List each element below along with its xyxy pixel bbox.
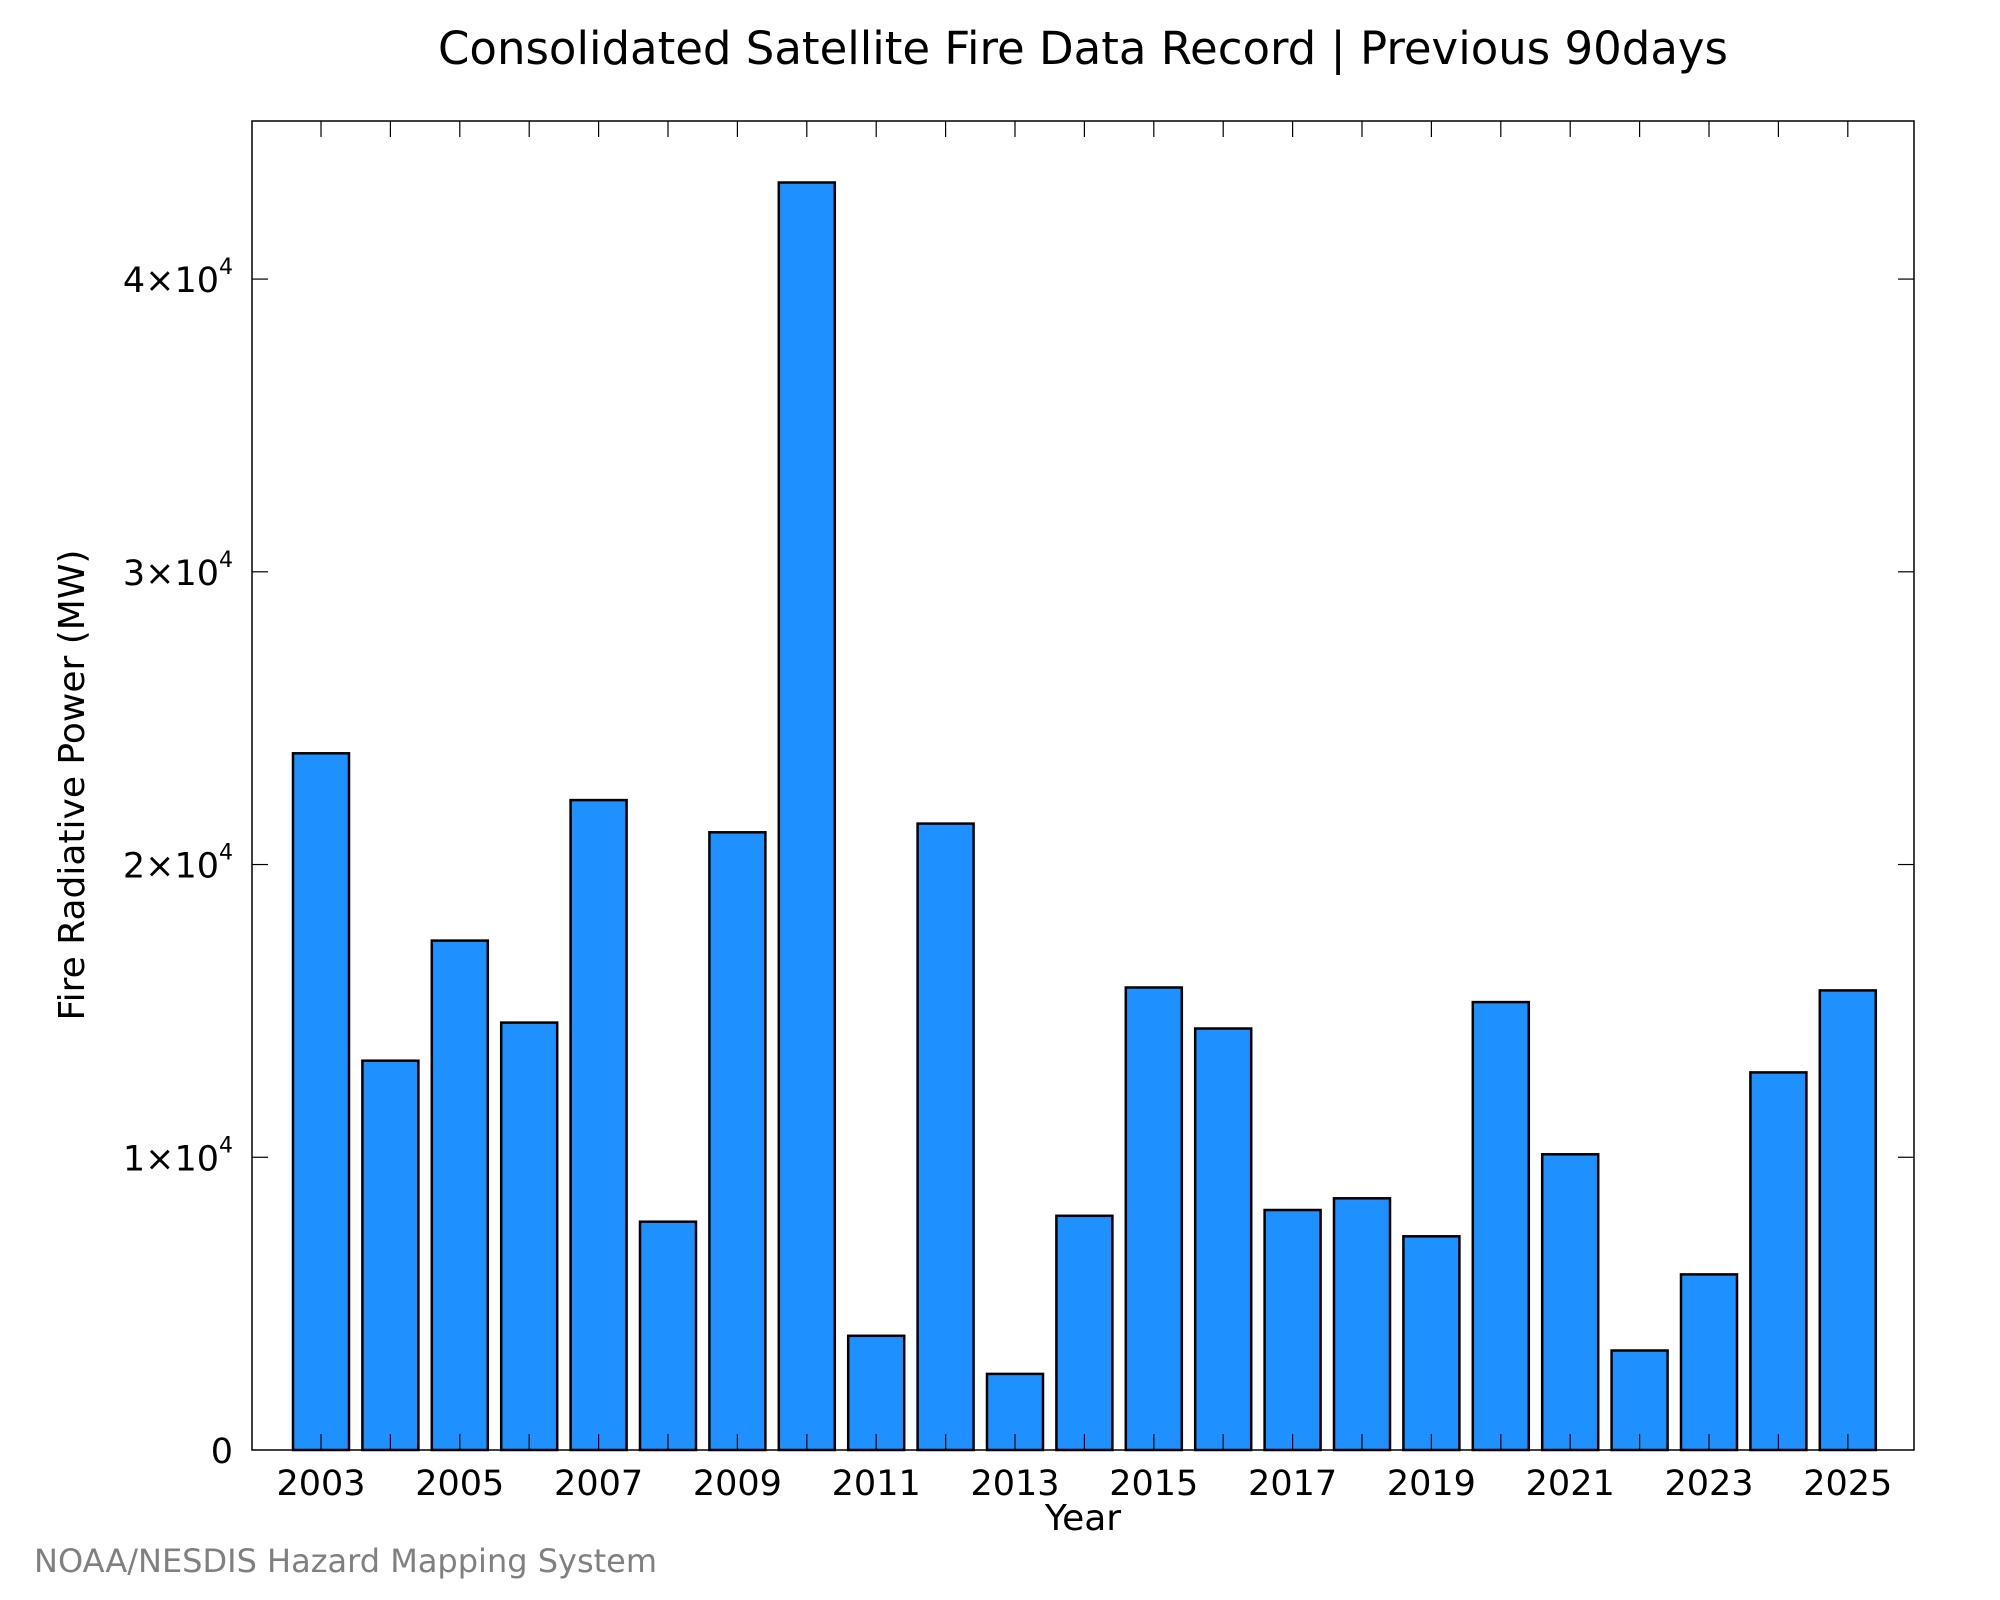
bar-2014 <box>1055 1214 1114 1452</box>
bar-2006 <box>499 1021 559 1452</box>
bar-2005 <box>430 939 490 1452</box>
bar-2021 <box>1540 1153 1600 1452</box>
bar-2015 <box>1124 986 1184 1452</box>
chart-title: Consolidated Satellite Fire Data Record … <box>438 22 1728 75</box>
bar-2003 <box>291 752 351 1452</box>
y-tick-label: 4×104 <box>123 255 233 301</box>
x-tick-label: 2013 <box>970 1464 1059 1504</box>
x-tick-label: 2003 <box>276 1464 365 1504</box>
bar-2012 <box>916 822 975 1452</box>
x-tick-label: 2021 <box>1526 1464 1615 1504</box>
y-tick-label: 2×104 <box>123 841 233 887</box>
bar-2008 <box>638 1220 698 1452</box>
credit-text: NOAA/NESDIS Hazard Mapping System <box>34 1542 657 1580</box>
bar-2018 <box>1332 1197 1392 1452</box>
bar-2011 <box>846 1334 906 1452</box>
x-tick-label: 2017 <box>1248 1464 1337 1504</box>
bar-2010 <box>777 181 837 1452</box>
bars-group <box>291 181 1878 1452</box>
y-tick-labels: 0 1×104 2×104 3×104 4×104 <box>123 255 233 1472</box>
bar-2017 <box>1263 1208 1322 1452</box>
bar-2016 <box>1193 1027 1253 1452</box>
x-tick-label: 2011 <box>832 1464 921 1504</box>
x-tick-label: 2025 <box>1803 1464 1892 1504</box>
x-axis-label: Year <box>1044 1498 1121 1539</box>
bar-2020 <box>1471 1000 1531 1452</box>
y-tick-label: 1×104 <box>123 1133 233 1179</box>
x-tick-label: 2019 <box>1387 1464 1476 1504</box>
x-tick-label: 2023 <box>1664 1464 1753 1504</box>
ticks-group <box>252 121 1914 1450</box>
plot-area-frame <box>251 120 1915 1451</box>
y-tick-label: 0 <box>211 1432 233 1472</box>
bar-2023 <box>1679 1273 1739 1452</box>
bar-2009 <box>708 831 767 1452</box>
x-tick-label: 2007 <box>554 1464 643 1504</box>
bar-2004 <box>361 1059 420 1452</box>
x-tick-label: 2015 <box>1109 1464 1198 1504</box>
x-tick-labels: 2003 2005 2007 2009 2011 2013 2015 2017 2019 2021… <box>276 1464 1892 1504</box>
y-axis-label: Fire Radiative Power (MW) <box>52 550 93 1021</box>
x-tick-label: 2009 <box>693 1464 782 1504</box>
bar-2024 <box>1749 1071 1808 1452</box>
y-tick-label: 3×104 <box>123 548 233 594</box>
bar-2007 <box>569 798 628 1452</box>
x-tick-label: 2005 <box>415 1464 504 1504</box>
bar-2025 <box>1818 989 1878 1452</box>
bar-2019 <box>1402 1235 1461 1452</box>
